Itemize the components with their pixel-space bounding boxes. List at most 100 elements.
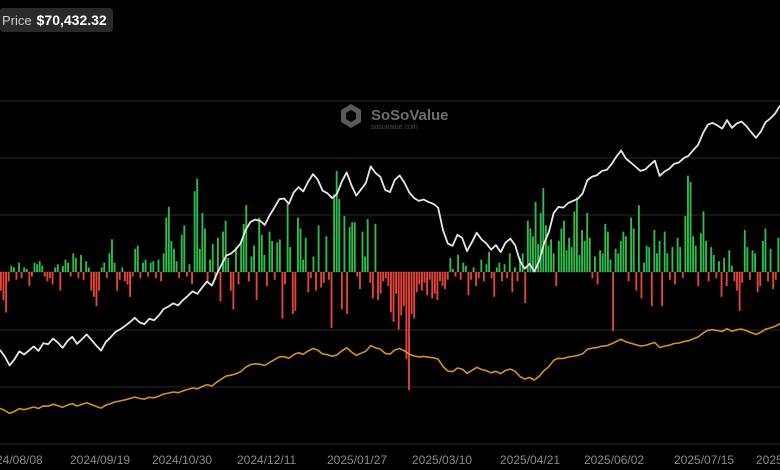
flow-bar <box>532 236 534 272</box>
flow-bar <box>560 228 563 272</box>
sosovalue-logo-icon <box>341 104 361 128</box>
flow-bar <box>477 272 480 279</box>
flow-bar <box>537 244 540 272</box>
flow-bar <box>379 272 382 294</box>
flow-bar <box>338 198 341 272</box>
flow-bar <box>511 272 514 293</box>
flow-bar <box>451 268 454 272</box>
flow-bar <box>395 272 398 294</box>
flow-bar <box>470 272 472 280</box>
flow-bar <box>777 237 780 272</box>
flow-bar <box>382 272 385 282</box>
flow-bar <box>501 272 503 282</box>
flow-bar <box>539 212 542 272</box>
flow-bar <box>15 272 18 280</box>
flow-bar <box>550 239 552 272</box>
flow-bar <box>85 261 88 272</box>
flow-bar <box>415 272 418 293</box>
flow-bar <box>573 211 576 272</box>
flow-bar <box>227 258 230 272</box>
flow-bar <box>707 272 710 282</box>
flow-bar <box>92 272 95 297</box>
flow-bar <box>51 272 54 285</box>
flow-bar <box>185 272 188 277</box>
flow-bar <box>702 211 705 272</box>
flow-bar <box>118 272 121 280</box>
flow-bar <box>5 272 8 313</box>
flow-bar <box>568 237 571 272</box>
flow-bar <box>632 228 635 272</box>
flow-bar <box>247 272 250 282</box>
flow-bar <box>356 272 359 277</box>
flow-bar <box>565 250 568 272</box>
flow-bar <box>656 253 658 272</box>
flow-bar <box>28 272 31 286</box>
flow-bar <box>604 223 607 272</box>
flow-bar <box>294 272 297 311</box>
flow-bar <box>100 267 103 272</box>
x-tick-label: 24/08/08 <box>0 453 43 467</box>
flow-bar <box>312 256 315 272</box>
flow-bar <box>82 272 85 280</box>
flow-bar <box>637 205 640 272</box>
flow-bar <box>387 272 390 286</box>
flow-bar <box>544 225 547 272</box>
flow-bar <box>712 254 715 272</box>
flow-bar <box>390 272 392 313</box>
flow-bar <box>320 272 323 288</box>
flow-bar <box>402 272 405 307</box>
flow-bar <box>216 237 219 272</box>
flow-bar <box>749 272 751 280</box>
flow-bar <box>237 272 240 285</box>
flow-bar <box>679 247 682 272</box>
x-tick-label: 2025/01/27 <box>327 453 387 467</box>
flow-bar <box>521 253 524 272</box>
flow-bar <box>105 272 108 279</box>
flow-bar <box>250 256 253 272</box>
flow-bar <box>454 272 457 277</box>
flow-bar <box>506 272 509 279</box>
flow-bar <box>87 267 90 272</box>
flow-bar <box>160 272 162 282</box>
flow-bar <box>741 272 744 283</box>
flow-bar <box>449 258 452 272</box>
price-tooltip: Price $70,432.32 <box>0 8 113 32</box>
sosovalue-watermark: SoSoValue sosovalue.com <box>341 104 449 131</box>
flow-bar <box>131 272 134 277</box>
flow-bar <box>309 272 312 279</box>
price-line <box>0 105 780 367</box>
flow-bar <box>343 216 346 272</box>
flow-bar <box>330 272 333 328</box>
flow-bar <box>736 272 738 291</box>
flow-bar <box>98 272 101 291</box>
flow-bar <box>108 253 111 272</box>
flow-bar <box>480 259 483 272</box>
flow-bar <box>542 188 545 272</box>
flow-bar <box>325 236 328 272</box>
flow-bar <box>193 191 196 272</box>
flow-bar <box>643 262 645 272</box>
series-lines <box>0 105 780 415</box>
flow-bar <box>271 240 274 272</box>
flow-bar <box>733 272 736 282</box>
flow-bar <box>609 259 612 272</box>
flow-bar <box>191 272 193 285</box>
flow-bar <box>625 236 627 272</box>
flow-bar <box>142 262 144 272</box>
flow-bar <box>232 272 235 310</box>
flow-bar <box>178 272 181 279</box>
flow-bar <box>371 272 374 299</box>
flow-bar <box>173 248 175 272</box>
flow-bar <box>475 272 478 286</box>
flow-bar <box>663 231 666 272</box>
flow-bar <box>80 254 82 272</box>
flow-bar <box>245 205 248 272</box>
flow-bar <box>278 239 281 272</box>
flow-bar <box>439 272 441 282</box>
flow-bar <box>529 228 532 272</box>
flow-bar <box>767 272 769 282</box>
flow-bar <box>671 247 674 272</box>
flow-bar <box>666 253 669 272</box>
flow-bar <box>684 216 687 272</box>
flow-bar <box>74 258 77 272</box>
